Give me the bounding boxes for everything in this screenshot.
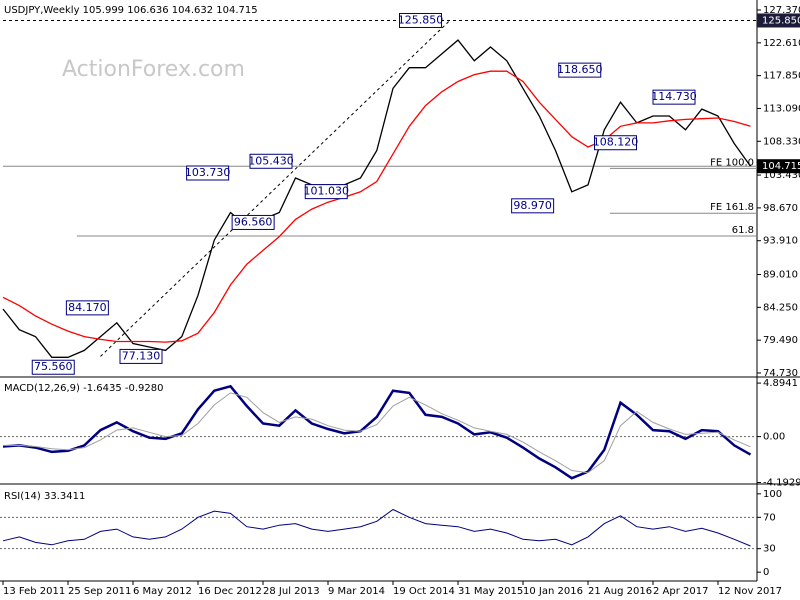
y-tick-label: 84.250 (763, 302, 798, 313)
trendline (100, 20, 451, 357)
y-tick-label: 74.730 (763, 368, 798, 379)
panel-title: MACD(12,26,9) -1.6435 -0.9280 (4, 383, 164, 394)
price-annotation (558, 62, 602, 78)
annotation-label: 96.560 (234, 215, 273, 228)
y-tick-label: 100 (763, 489, 782, 500)
annotation-label: 105.430 (248, 154, 294, 167)
y-tick-label: 127.370 (763, 5, 800, 16)
y-tick-label: 89.010 (763, 270, 798, 281)
y-tick-label: 98.670 (763, 203, 798, 214)
annotation-label: 77.130 (122, 349, 161, 362)
y-tick-label: 122.610 (763, 38, 800, 49)
x-tick-label: 12 Nov 2017 (718, 586, 782, 597)
y-tick-label: 0 (763, 567, 769, 578)
annotation-label: 108.120 (593, 136, 639, 149)
y-tick-label: 108.330 (763, 136, 800, 147)
price-annotation (652, 89, 696, 105)
price-marker (757, 159, 800, 174)
y-tick-label: 0.00 (763, 432, 785, 443)
x-tick-label: 13 Feb 2011 (3, 586, 65, 597)
series-line (2, 70, 751, 343)
annotation-label: 114.730 (651, 90, 697, 103)
x-tick-label: 16 Dec 2012 (198, 586, 262, 597)
panel-title: USDJPY,Weekly 105.999 106.636 104.632 10… (4, 5, 258, 16)
price-annotation (31, 359, 75, 375)
price-annotation (119, 348, 163, 364)
y-tick-label: 79.490 (763, 335, 798, 346)
x-tick-label: 19 Oct 2014 (393, 586, 455, 597)
annotation-label: 125.850 (398, 13, 444, 26)
y-tick-label: 30 (763, 544, 776, 555)
price-annotation (231, 214, 275, 230)
series-line (2, 508, 751, 547)
x-tick-label: 21 Aug 2016 (588, 586, 652, 597)
level-label: FE 100.0 (710, 157, 754, 168)
annotation-label: 103.730 (185, 166, 231, 179)
price-marker-label: 104.715 (762, 161, 800, 172)
price-annotation (594, 135, 637, 151)
annotation-label: 75.560 (34, 360, 73, 373)
y-tick-label: 103.430 (763, 170, 800, 181)
price-annotation (511, 198, 555, 214)
x-tick-label: 6 May 2012 (133, 586, 192, 597)
price-annotation (186, 165, 230, 181)
x-tick-label: 9 Mar 2014 (328, 586, 385, 597)
panel-title: RSI(14) 33.3411 (4, 491, 85, 502)
watermark: ActionForex.com (62, 57, 245, 82)
x-tick-label: 25 Sep 2011 (68, 586, 131, 597)
annotation-label: 98.970 (513, 199, 552, 212)
annotation-label: 118.650 (557, 63, 603, 76)
y-tick-label: 113.090 (763, 103, 800, 114)
y-tick-label: -4.1929 (763, 477, 800, 488)
price-annotation (65, 300, 109, 316)
price-marker-label: 125.850 (762, 15, 800, 26)
price-annotation (399, 12, 442, 28)
level-label: 61.8 (732, 225, 754, 236)
price-marker (757, 13, 800, 28)
price-annotation (249, 153, 293, 169)
series-line (2, 39, 752, 358)
level-label: FE 161.8 (710, 202, 754, 213)
price-annotation (304, 184, 348, 200)
y-tick-label: 117.850 (763, 71, 800, 82)
x-tick-label: 10 Jan 2016 (523, 586, 583, 597)
y-tick-label: 4.8941 (763, 378, 798, 389)
y-tick-label: 93.910 (763, 236, 798, 247)
annotation-label: 101.030 (304, 185, 350, 198)
annotation-label: 84.170 (68, 301, 107, 314)
x-tick-label: 28 Jul 2013 (263, 586, 320, 597)
y-tick-label: 70 (763, 512, 776, 523)
x-tick-label: 2 Apr 2017 (653, 586, 708, 597)
series-line (3, 392, 751, 474)
x-tick-label: 31 May 2015 (458, 586, 523, 597)
